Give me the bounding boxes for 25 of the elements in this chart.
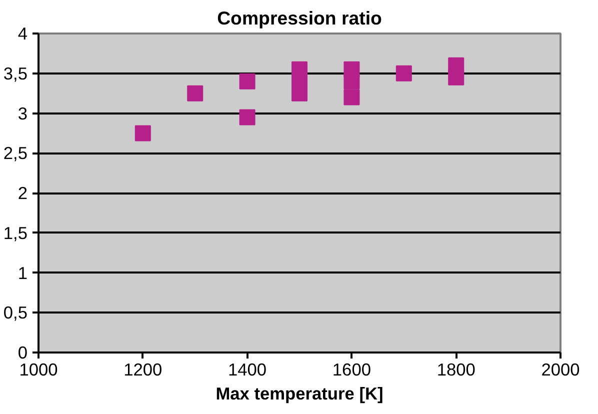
point	[134, 125, 151, 142]
x-tick-label: 1600	[332, 360, 371, 380]
x-tick-label: 2000	[541, 360, 580, 380]
x-tick-label: 1800	[436, 360, 476, 380]
point	[396, 65, 412, 82]
chart-title: Compression ratio	[217, 8, 382, 28]
point	[344, 89, 360, 106]
x-axis-title: Max temperature [K]	[216, 384, 384, 404]
point	[187, 85, 204, 102]
x-tick-label: 1000	[19, 360, 58, 380]
point	[344, 61, 360, 78]
x-tick-label: 1400	[228, 360, 267, 380]
point	[448, 57, 464, 74]
y-tick-label: 1,5	[3, 222, 28, 243]
y-tick-label: 3,5	[3, 63, 28, 84]
y-tick-label: 1	[18, 262, 28, 283]
point	[239, 73, 256, 90]
point	[239, 109, 256, 126]
y-tick-label: 3	[18, 103, 28, 124]
y-tick-label: 4	[18, 24, 28, 44]
y-tick-label: 0	[18, 342, 28, 362]
y-tick-label: 2,5	[3, 143, 28, 164]
x-tick-label: 1200	[124, 360, 162, 380]
y-tick-label: 0,5	[3, 302, 28, 323]
y-tick-label: 2	[18, 183, 28, 203]
